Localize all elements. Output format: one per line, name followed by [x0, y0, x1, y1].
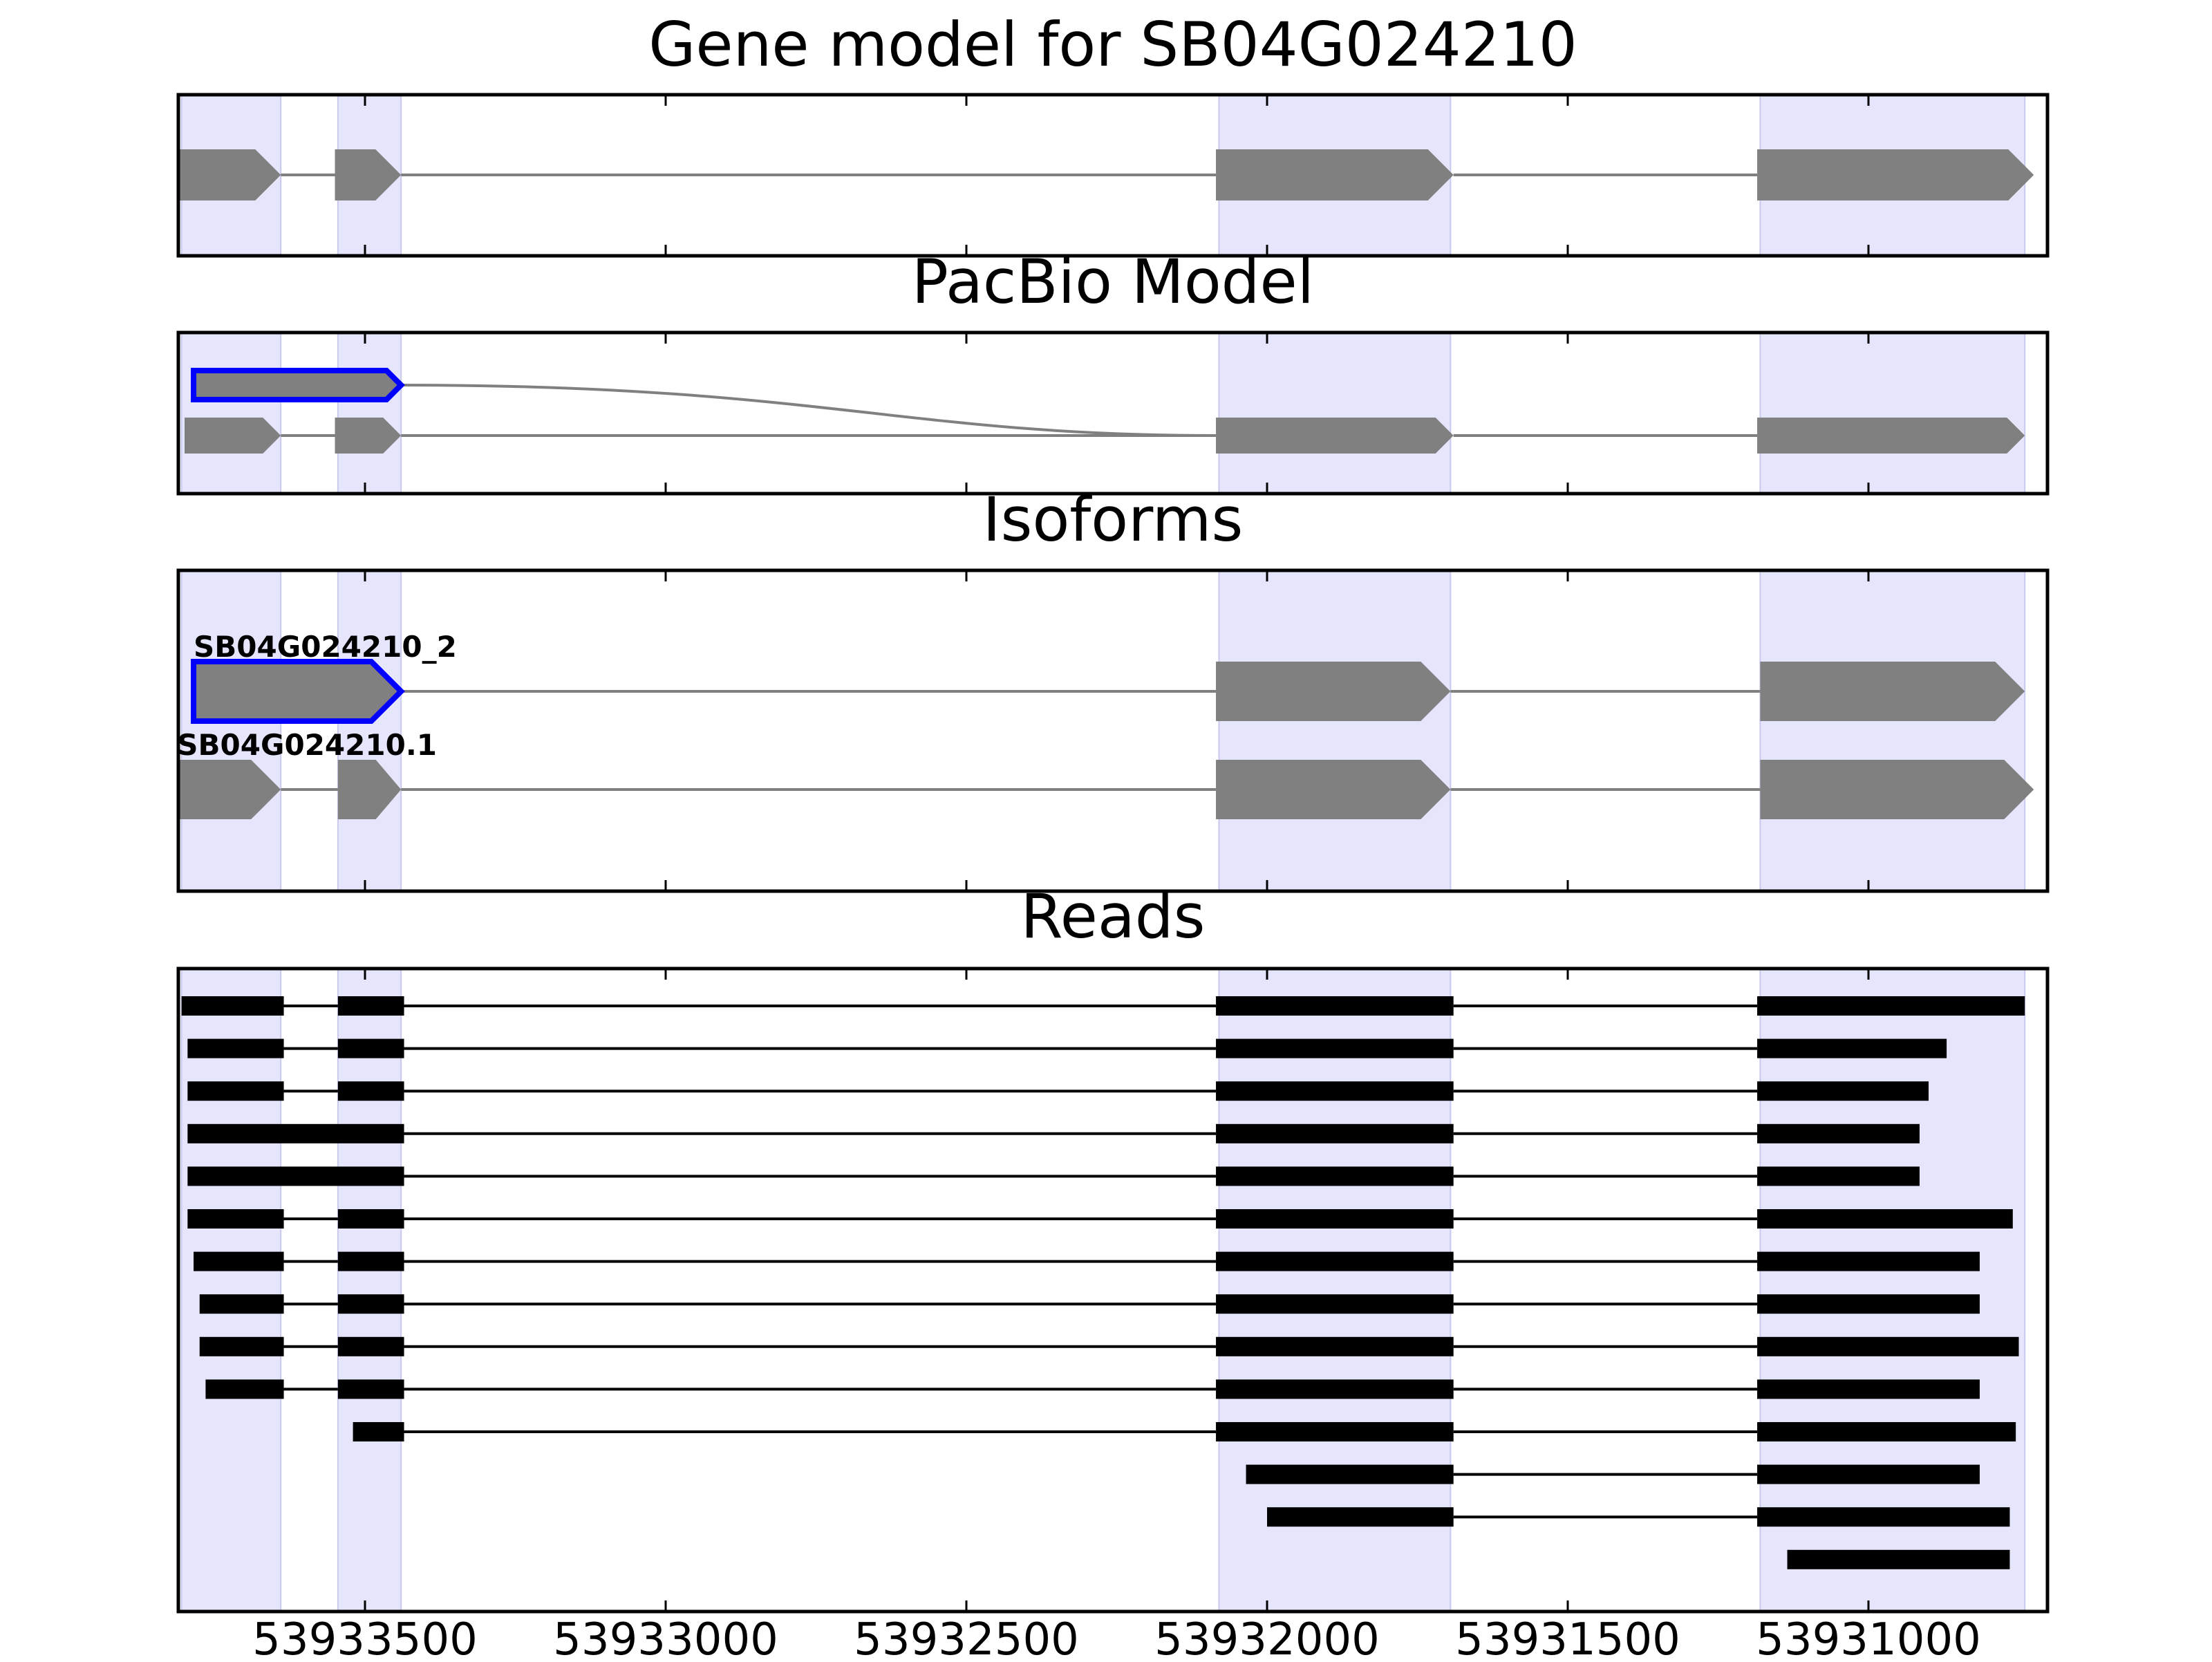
highlight-region: [1759, 968, 2026, 1612]
read-block: [199, 1294, 284, 1314]
read-block: [337, 1336, 404, 1356]
read-block: [205, 1379, 284, 1399]
pacbio-connector-curve: [401, 384, 1217, 437]
highlight-region: [1759, 570, 2026, 892]
read-block: [1757, 1166, 1920, 1186]
read-block: [1246, 1464, 1454, 1484]
read-block: [1216, 1336, 1454, 1356]
read-block: [337, 1379, 404, 1399]
read-block: [1216, 1251, 1454, 1271]
read-block: [187, 1038, 284, 1058]
x-tick-label: 53933500: [252, 1614, 478, 1659]
pacbio-exon: [1757, 418, 2025, 454]
read-block: [1757, 1294, 1980, 1314]
read-block: [187, 1123, 404, 1143]
read-block: [199, 1336, 284, 1356]
pacbio-selected-exon: [191, 368, 405, 402]
read-block: [1216, 996, 1454, 1016]
read-block: [1757, 1209, 2013, 1229]
read-block: [1216, 1038, 1454, 1058]
isoform-exon: [178, 760, 281, 819]
read-block: [1757, 1038, 1947, 1058]
x-tick-label: 53931500: [1455, 1614, 1680, 1659]
isoform-exon: [1216, 662, 1451, 721]
gene-model-exon: [335, 149, 402, 200]
panel-title-gene-model: Gene model for SB04G024210: [648, 9, 1577, 80]
gene-model-exon: [1216, 149, 1454, 200]
read-block: [353, 1422, 404, 1441]
x-tick-label: 53932000: [1154, 1614, 1380, 1659]
highlight-region: [337, 332, 402, 494]
panel-frame: [176, 967, 2050, 1614]
read-block: [1216, 1123, 1454, 1143]
read-block: [181, 996, 284, 1016]
highlight-region: [1218, 332, 1452, 494]
panel-title-pacbio-model: PacBio Model: [912, 246, 1314, 317]
read-block: [1757, 1081, 1929, 1101]
highlight-region: [1218, 570, 1452, 892]
read-block: [1757, 1123, 1920, 1143]
isoform-selected-exon: [191, 659, 405, 724]
read-block: [1216, 1379, 1454, 1399]
read-block: [194, 1251, 284, 1271]
highlight-region: [337, 968, 402, 1612]
highlight-region: [1759, 332, 2026, 494]
pacbio-exon: [335, 418, 402, 454]
read-block: [1267, 1507, 1454, 1527]
read-block: [187, 1166, 404, 1186]
read-block: [1757, 1336, 2019, 1356]
pacbio-model-panel: [176, 330, 2050, 496]
highlight-region: [180, 968, 282, 1612]
gene-model-panel: [176, 93, 2050, 258]
isoform-exon: [1216, 760, 1451, 819]
highlight-region: [1218, 968, 1452, 1612]
x-axis-tick-labels: 53933500 53933000 53932500 53932000 53931500…: [252, 1614, 1981, 1662]
isoforms-panel: SB04G024210_2 SB04G024210.1: [176, 568, 2050, 893]
read-block: [337, 1081, 404, 1101]
highlight-region: [180, 332, 282, 494]
reads-panel: [176, 967, 2050, 1614]
isoform-exon: [1760, 760, 2034, 819]
isoform-exon: [1760, 662, 2025, 721]
read-block: [1757, 1464, 1980, 1484]
read-block: [187, 1081, 284, 1101]
read-block: [337, 1294, 404, 1314]
read-block: [1757, 1507, 2010, 1527]
panel-title-isoforms: Isoforms: [983, 484, 1244, 555]
isoform-label: SB04G024210.1: [177, 728, 437, 762]
isoform-exon: [337, 760, 402, 819]
read-block: [337, 1251, 404, 1271]
read-block: [337, 996, 404, 1016]
x-tick-label: 53932500: [854, 1614, 1079, 1659]
gene-model-exon: [1757, 149, 2034, 200]
gene-model-exon: [178, 149, 281, 200]
panel-frame: [176, 93, 2050, 258]
read-block: [187, 1209, 284, 1229]
read-block: [1757, 1422, 2016, 1441]
read-block: [337, 1038, 404, 1058]
read-block: [1216, 1422, 1454, 1441]
read-block: [1216, 1081, 1454, 1101]
read-block: [1787, 1549, 2010, 1569]
read-block: [1757, 996, 2025, 1016]
pacbio-exon: [185, 418, 281, 454]
isoform-label: SB04G024210_2: [194, 630, 457, 664]
panel-frame: [176, 568, 2050, 893]
read-block: [1216, 1294, 1454, 1314]
x-tick-label: 53931000: [1756, 1614, 1981, 1659]
read-block: [1757, 1251, 1980, 1271]
pacbio-exon: [1216, 418, 1454, 454]
panel-frame: [176, 330, 2050, 496]
read-block: [1757, 1379, 1980, 1399]
read-block: [1216, 1209, 1454, 1229]
read-block: [337, 1209, 404, 1229]
read-block: [1216, 1166, 1454, 1186]
x-tick-label: 53933000: [553, 1614, 778, 1659]
